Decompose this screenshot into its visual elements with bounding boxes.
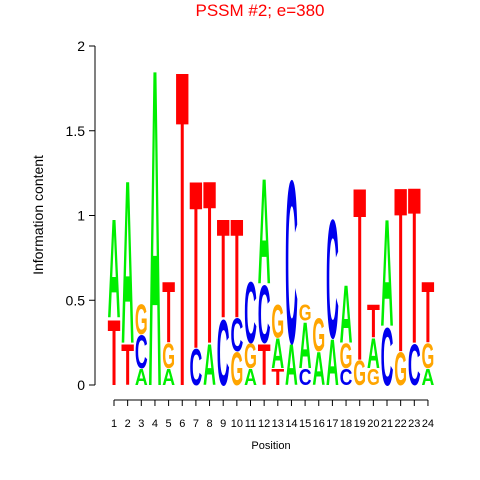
- logo-letter: A: [149, 0, 162, 480]
- x-tick-label: 7: [193, 418, 199, 430]
- logo-letter: A: [340, 268, 353, 360]
- logo-letter: C: [258, 268, 271, 360]
- x-tick-label: 24: [422, 418, 434, 430]
- x-tick-label: 23: [408, 418, 420, 430]
- y-tick-label: 2: [77, 38, 85, 54]
- logo-letter: A: [258, 147, 271, 315]
- logo-letter: G: [353, 354, 366, 393]
- logo-letter: C: [408, 333, 421, 399]
- logo-letter: G: [135, 297, 148, 344]
- x-tick-label: 6: [179, 418, 185, 430]
- x-tick-label: 2: [125, 418, 131, 430]
- logo-letter: A: [422, 363, 435, 390]
- x-tick-label: 15: [299, 418, 311, 430]
- logo-letter: A: [108, 191, 121, 348]
- logo-letter: G: [244, 337, 257, 376]
- logo-letter: C: [381, 311, 394, 403]
- logo-letter: T: [190, 132, 203, 400]
- x-tick-label: 1: [111, 418, 117, 430]
- y-axis-label: Information content: [30, 155, 46, 275]
- x-tick-label: 5: [166, 418, 172, 430]
- logo-letter: C: [190, 339, 203, 397]
- logo-letter: T: [367, 295, 380, 348]
- logo-letter: T: [408, 140, 421, 391]
- x-tick-label: 4: [152, 418, 158, 430]
- logo-letter: G: [299, 299, 312, 326]
- x-tick-label: 20: [367, 418, 379, 430]
- y-tick-label: 0.5: [66, 292, 86, 308]
- logo-letter: G: [340, 337, 353, 376]
- x-tick-label: 9: [220, 418, 226, 430]
- logo-letter: C: [217, 301, 230, 406]
- logo-letter: A: [367, 331, 380, 378]
- x-tick-label: 17: [326, 418, 338, 430]
- x-tick-label: 18: [340, 418, 352, 430]
- logo-letter: C: [340, 363, 353, 390]
- x-axis-label: Position: [251, 440, 290, 452]
- logo-letter: A: [244, 363, 257, 390]
- logo-letter: A: [271, 331, 284, 378]
- logo-letter: A: [285, 333, 298, 399]
- logo-letter: G: [394, 342, 407, 395]
- x-tick-label: 16: [313, 418, 325, 430]
- logo-letter: A: [162, 363, 175, 390]
- logo-letter: T: [121, 333, 134, 399]
- logo-letter: C: [230, 308, 243, 361]
- y-tick-label: 1: [77, 208, 85, 224]
- logo-letter: A: [312, 342, 325, 395]
- logo-letter: T: [422, 265, 435, 361]
- logo-letter: T: [353, 137, 366, 413]
- logo-letter: A: [299, 310, 312, 383]
- logo-letter: A: [203, 333, 216, 399]
- x-tick-label: 11: [245, 418, 256, 430]
- x-tick-label: 8: [206, 418, 212, 430]
- x-tick-label: 13: [272, 418, 284, 430]
- logo-letter: A: [381, 188, 394, 359]
- logo-letter: A: [135, 363, 148, 390]
- logo-letter: G: [312, 308, 325, 361]
- logo-letter: G: [367, 363, 380, 390]
- x-tick-label: 22: [395, 418, 407, 430]
- logo-letter: T: [108, 301, 121, 406]
- logo-letter: C: [326, 184, 339, 374]
- logo-letter: T: [230, 191, 243, 348]
- logo-letter: A: [121, 133, 134, 394]
- logo-letter: T: [162, 265, 175, 361]
- logo-letter: C: [135, 325, 148, 378]
- x-tick-label: 14: [285, 418, 297, 430]
- logo-letter: G: [230, 342, 243, 395]
- logo-letter: G: [422, 337, 435, 376]
- logo-letter: G: [271, 295, 284, 348]
- x-tick-label: 3: [138, 418, 144, 430]
- logo-letter: T: [176, 0, 189, 480]
- logo-letter: T: [203, 133, 216, 394]
- x-tick-label: 19: [354, 418, 366, 430]
- y-tick-label: 1.5: [66, 123, 86, 139]
- logo-letter: G: [162, 337, 175, 376]
- x-tick-label: 21: [381, 418, 393, 430]
- logo-letter: T: [271, 363, 284, 390]
- logo-letter: T: [394, 140, 407, 402]
- logo-letter: C: [285, 133, 298, 394]
- logo-letter: C: [244, 265, 257, 361]
- y-tick-label: 0: [77, 377, 85, 393]
- x-tick-label: 10: [231, 418, 243, 430]
- chart-title: PSSM #2; e=380: [195, 1, 324, 20]
- logo-letter: T: [217, 191, 230, 348]
- logo-letter: A: [326, 327, 339, 400]
- logo-letter: T: [258, 333, 271, 399]
- logo-letter: C: [299, 363, 312, 390]
- x-tick-label: 12: [258, 418, 270, 430]
